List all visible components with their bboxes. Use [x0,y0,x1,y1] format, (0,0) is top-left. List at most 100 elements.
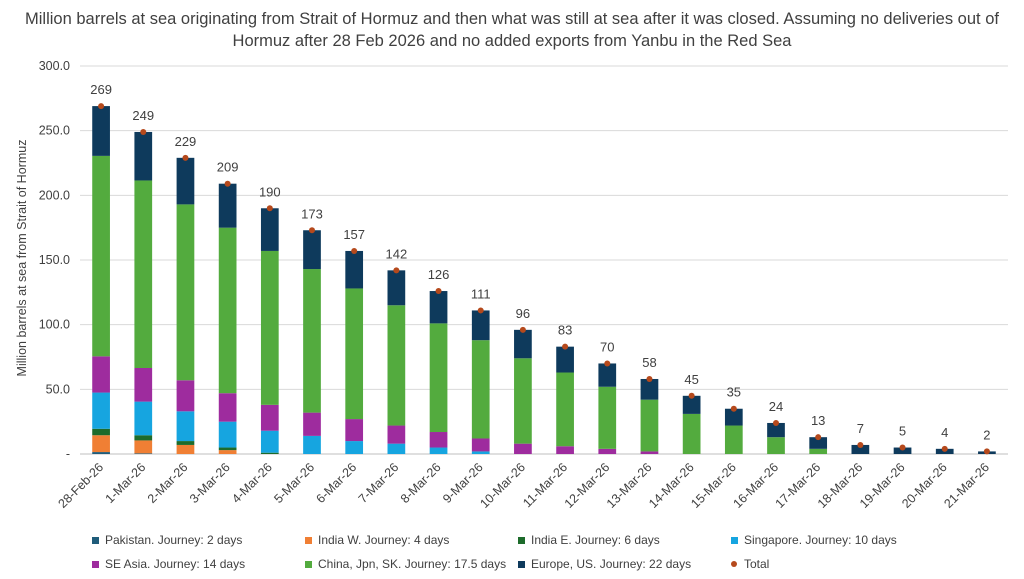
y-tick-label: 150.0 [39,253,70,267]
bar-segment [92,428,110,436]
x-tick-label: 10-Mar-26 [477,460,528,511]
x-tick-label: 1-Mar-26 [103,460,149,506]
total-data-label: 96 [516,306,530,321]
bar-segment [134,435,153,441]
legend-swatch [305,536,312,544]
total-data-label: 269 [90,82,112,97]
total-marker [857,441,864,448]
x-tick-label: 3-Mar-26 [187,460,233,506]
bar-segment [176,380,195,412]
y-tick-label: 50.0 [46,382,70,396]
x-tick-label: 4-Mar-26 [229,460,275,506]
x-axis: 28-Feb-261-Mar-262-Mar-263-Mar-264-Mar-2… [56,460,993,511]
y-tick-label: 100.0 [39,318,70,332]
total-markers [98,103,990,455]
legend-marker-dot [731,561,737,567]
bar-segment [92,106,110,156]
total-marker [604,360,611,367]
bar-segment [767,422,785,438]
bar-segment [176,157,195,205]
total-marker [393,267,400,274]
legend-item: Total [731,557,971,571]
total-data-label: 24 [769,399,783,414]
bar-segment [218,421,237,448]
bar-segment [429,323,448,433]
bar-segment [345,441,364,454]
bar-segment [556,346,574,373]
legend-item: Pakistan. Journey: 2 days [92,533,305,547]
total-data-label: 190 [259,184,281,199]
bar-segment [345,288,364,420]
total-data-label: 83 [558,323,572,338]
bar-segment [387,443,406,454]
bar-segment [260,430,279,453]
bar-segment [851,444,870,454]
total-marker [899,444,906,451]
legend-swatch [518,536,525,544]
bar-segment [218,183,237,228]
bar-segment [134,440,153,454]
x-tick-label: 8-Mar-26 [398,460,444,506]
bar-segment [514,329,532,359]
total-data-label: 35 [727,385,741,400]
bar-segment [387,305,406,426]
bar-segment [176,441,195,445]
total-marker [309,227,315,234]
total-data-label: 142 [386,246,408,261]
total-data-label: 249 [132,108,154,123]
bar-segment [682,413,701,454]
total-marker [941,445,948,452]
legend: Pakistan. Journey: 2 days India W. Journe… [92,528,992,576]
bar-segment [387,270,406,306]
bar-segment [260,208,279,251]
bar-segment [809,437,828,449]
legend-item: India W. Journey: 4 days [305,533,518,547]
bar-segment [218,450,237,454]
y-axis-label: Million barrels at sea from Strait of Ho… [15,140,29,377]
legend-row: SE Asia. Journey: 14 days China, Jpn, SK.… [92,552,992,576]
legend-swatch [518,560,525,568]
bar-segment [598,386,617,449]
bar-segment [598,448,617,454]
x-tick-label: 6-Mar-26 [314,460,360,506]
bar-segment [134,131,153,181]
total-marker [98,103,105,110]
bar-segment [514,443,532,454]
total-marker [815,434,822,441]
total-marker [140,128,147,135]
bar-segment [429,291,448,324]
legend-label: Total [744,557,770,571]
total-marker [182,154,189,161]
bar-segment [471,451,490,454]
y-tick-label: 300.0 [39,59,70,73]
total-marker [351,247,358,254]
bar-segment [303,269,321,413]
bar-segment [640,399,659,452]
legend-item: India E. Journey: 6 days [518,533,731,547]
total-marker [688,392,695,399]
legend-row: Pakistan. Journey: 2 days India W. Journe… [92,528,992,552]
x-tick-label: 21-Mar-26 [941,460,992,511]
data-labels: 2692492292091901731571421261119683705845… [90,82,990,442]
bar-segment [345,250,364,289]
total-data-label: 58 [642,355,656,370]
legend-item: Singapore. Journey: 10 days [731,533,971,547]
bar-segment [92,356,110,393]
bar-segment [218,393,237,422]
x-tick-label: 2-Mar-26 [145,460,191,506]
total-data-label: 70 [600,339,614,354]
total-marker [477,307,484,314]
total-data-label: 111 [471,286,491,301]
x-tick-label: 28-Feb-26 [56,460,107,511]
total-marker [519,326,526,333]
legend-swatch [92,560,99,568]
legend-label: China, Jpn, SK. Journey: 17.5 days [318,557,507,571]
bar-segment [218,227,237,394]
x-tick-label: 5-Mar-26 [271,460,317,506]
bar-segment [556,372,574,447]
bar-segment [429,432,448,448]
y-axis: - 50.0 100.0 150.0 200.0 250.0 300.0 [39,59,70,461]
y-tick-label: - [66,447,70,461]
bar-segment [724,408,743,426]
